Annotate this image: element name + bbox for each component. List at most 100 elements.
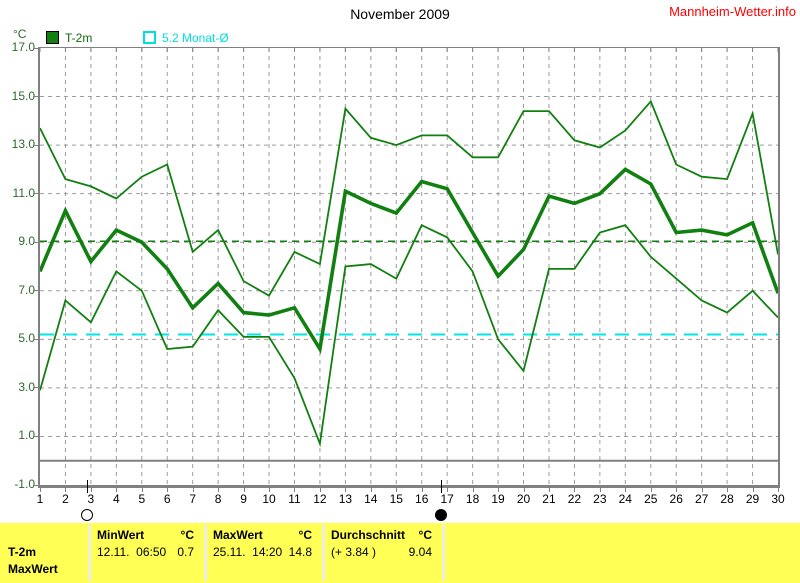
x-axis-tick xyxy=(141,488,143,492)
x-axis-label: 18 xyxy=(465,492,480,506)
x-axis-tick xyxy=(472,488,474,492)
x-axis-label: 14 xyxy=(364,492,378,506)
x-axis-tick xyxy=(676,488,678,492)
x-axis-label: 4 xyxy=(113,492,120,506)
min-value-date: 12.11. 06:50 xyxy=(97,545,167,559)
y-axis-label: 17.0 xyxy=(11,40,35,54)
y-axis-label: 9.0 xyxy=(18,234,35,249)
y-axis-tick xyxy=(33,387,38,389)
table-separator xyxy=(322,525,325,581)
x-axis-tick xyxy=(370,488,372,492)
x-axis-label: 9 xyxy=(240,492,247,506)
x-axis-label: 27 xyxy=(694,492,709,506)
x-axis-tick xyxy=(218,488,220,492)
summary-table: MinWert °C MaxWert °C Durchschnitt °C T-… xyxy=(0,523,800,583)
new-moon-icon xyxy=(434,509,447,521)
y-axis-label: 1.0 xyxy=(18,428,35,443)
x-axis-tick xyxy=(396,488,398,492)
y-axis-label: 5.0 xyxy=(18,331,35,346)
new-moon-tick xyxy=(440,480,442,493)
x-axis-label: 3 xyxy=(87,492,95,506)
y-axis-label: 11.0 xyxy=(12,185,35,200)
x-axis-label: 17 xyxy=(440,492,454,506)
y-axis-tick xyxy=(33,338,38,340)
x-axis-label: 26 xyxy=(669,492,683,506)
full-moon-icon xyxy=(81,509,94,521)
x-axis-tick xyxy=(701,488,703,492)
t2m-series-swatch-icon xyxy=(46,31,59,45)
y-axis-tick xyxy=(33,484,38,486)
table-separator xyxy=(442,525,445,581)
table-separator xyxy=(204,525,207,581)
table-separator xyxy=(88,525,91,581)
x-axis-tick xyxy=(269,488,271,492)
x-axis-tick xyxy=(778,488,779,492)
x-axis-tick xyxy=(65,488,67,492)
x-axis-label: 13 xyxy=(338,492,353,506)
x-axis-tick xyxy=(523,488,525,492)
x-axis-label: 30 xyxy=(771,492,785,506)
x-axis-tick xyxy=(319,488,321,492)
x-axis-tick xyxy=(599,488,601,492)
average-anomaly: (+ 3.84 ) xyxy=(331,545,377,559)
x-axis-label: 11 xyxy=(288,492,301,506)
y-axis-label: -1.0 xyxy=(14,477,35,491)
legend-label-t2m: T-2m xyxy=(65,30,93,45)
min-value: 0.7 xyxy=(177,545,194,559)
x-axis-label: 20 xyxy=(516,492,531,506)
x-axis-label: 19 xyxy=(491,492,505,506)
x-axis-tick xyxy=(192,488,194,492)
x-axis-label: 12 xyxy=(313,492,327,506)
legend-label-monthly-average: 5.2 Monat-Ø xyxy=(162,30,229,45)
x-axis-label: 29 xyxy=(745,492,760,506)
y-axis-label: 15.0 xyxy=(11,88,35,103)
y-axis-label: 13.0 xyxy=(11,137,35,152)
x-axis-label: 2 xyxy=(62,492,69,506)
durchschnitt-unit: °C xyxy=(418,528,432,542)
full-moon-tick xyxy=(87,480,89,493)
x-axis-tick xyxy=(167,488,169,492)
x-axis-label: 25 xyxy=(644,492,658,506)
x-axis-label: 15 xyxy=(389,492,403,506)
monthly-average-swatch-icon xyxy=(143,31,156,45)
durchschnitt-header: Durchschnitt xyxy=(331,528,406,542)
x-axis-label: 21 xyxy=(542,492,556,506)
x-axis-tick xyxy=(40,488,41,492)
x-axis-tick xyxy=(116,488,118,492)
y-axis-tick xyxy=(33,144,38,146)
x-axis-tick xyxy=(727,488,729,492)
x-axis-tick xyxy=(650,488,652,492)
maxwert-header: MaxWert xyxy=(213,528,263,542)
x-axis-label: 6 xyxy=(163,492,171,506)
y-axis-tick xyxy=(33,47,38,49)
watermark-link[interactable]: Mannheim-Wetter.info xyxy=(669,4,796,19)
x-axis-label: 22 xyxy=(567,492,582,506)
x-axis-tick xyxy=(752,488,754,492)
max-value-date: 25.11. 14:20 xyxy=(213,545,283,559)
x-axis-label: 7 xyxy=(189,492,197,506)
x-axis-tick xyxy=(345,488,347,492)
y-axis-tick xyxy=(33,435,38,437)
x-axis-tick xyxy=(294,488,296,492)
legend-item-t2m: T-2m xyxy=(46,29,93,45)
x-axis-tick xyxy=(447,488,449,492)
x-axis-tick xyxy=(90,488,92,492)
x-axis-label: 28 xyxy=(720,492,734,506)
x-axis-label: 1 xyxy=(36,492,44,506)
x-axis-label: 24 xyxy=(618,492,632,506)
temperature-chart xyxy=(40,48,778,485)
x-axis-label: 16 xyxy=(415,492,429,506)
x-axis-tick xyxy=(498,488,500,492)
x-axis-tick xyxy=(625,488,627,492)
y-axis-unit-label: °C xyxy=(13,27,27,41)
x-axis-tick xyxy=(421,488,423,492)
maxwert-unit: °C xyxy=(298,528,312,542)
x-axis-label: 10 xyxy=(262,492,276,506)
x-axis-label: 8 xyxy=(214,492,222,506)
plot-area xyxy=(38,47,780,488)
minwert-header: MinWert xyxy=(97,528,145,542)
max-value: 14.8 xyxy=(288,545,312,559)
series-row-label: T-2m xyxy=(8,545,37,559)
y-axis-label: 7.0 xyxy=(18,282,35,297)
page-title: November 2009 xyxy=(350,6,450,22)
